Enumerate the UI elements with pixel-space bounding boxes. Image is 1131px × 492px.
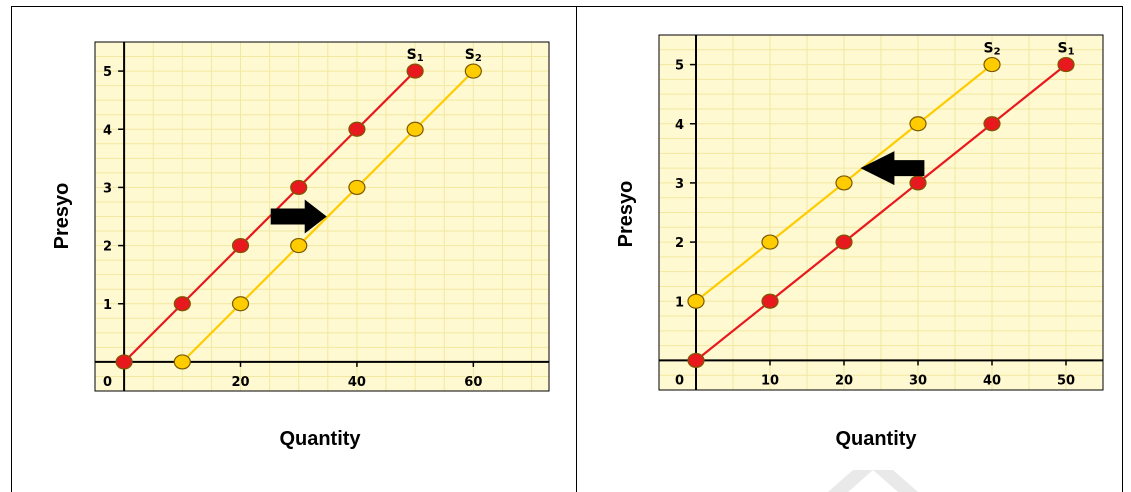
- data-point-s1: [909, 175, 927, 191]
- x-axis-title: Quantity: [279, 428, 361, 450]
- x-tick-label: 10: [761, 373, 779, 388]
- series-label-s2: S2: [465, 47, 482, 64]
- plot-border: [94, 41, 550, 392]
- panel-divider: [576, 6, 577, 492]
- data-point-s1: [983, 116, 1001, 132]
- data-point-s1: [115, 354, 133, 370]
- y-tick-label: 3: [103, 181, 112, 196]
- data-point-s2: [761, 234, 779, 250]
- series-line-s1: [123, 70, 416, 363]
- y-axis-title: Presyo: [615, 181, 637, 248]
- origin-label: 0: [675, 373, 684, 388]
- y-axis-title: Presyo: [51, 183, 73, 250]
- y-tick-label: 1: [103, 298, 112, 313]
- y-tick-label: 2: [103, 240, 112, 255]
- data-point-s1: [173, 296, 191, 312]
- shift-arrow: [860, 151, 925, 186]
- watermark-mark: [808, 470, 938, 492]
- data-point-s1: [1057, 56, 1075, 73]
- shift-arrow: [270, 199, 327, 234]
- data-point-s2: [290, 237, 308, 254]
- y-tick-label: 4: [103, 123, 112, 138]
- data-point-s2: [983, 56, 1001, 73]
- x-tick-label: 20: [231, 375, 249, 390]
- data-point-s2: [464, 63, 482, 79]
- data-point-s1: [231, 237, 250, 254]
- data-point-s2: [406, 121, 424, 137]
- x-tick-label: 40: [983, 373, 1001, 388]
- series-line-s1: [695, 63, 1067, 362]
- supply-shift-right-chart: 1 2 3 4 5 20 40 60 0 S2 S1 Presyo Quantity: [51, 41, 550, 450]
- data-point-s2: [909, 116, 927, 132]
- data-point-s1: [348, 121, 366, 137]
- data-point-s1: [835, 234, 853, 250]
- x-tick-label: 40: [348, 375, 366, 390]
- x-axis-title: Quantity: [835, 428, 917, 450]
- figure-frame: [11, 6, 1123, 492]
- data-point-s1: [290, 179, 308, 196]
- y-tick-label: 5: [103, 65, 112, 80]
- y-tick-label: 2: [675, 236, 684, 251]
- plot-border: [658, 34, 1104, 391]
- x-tick-label: 60: [464, 375, 482, 390]
- y-tick-label: 5: [675, 59, 684, 74]
- x-tick-label: 50: [1057, 373, 1075, 388]
- data-point-s1: [687, 352, 705, 369]
- series-line-s2: [181, 70, 475, 363]
- data-point-s2: [687, 293, 705, 309]
- series-label-s1: S1: [1057, 41, 1074, 58]
- data-point-s2: [348, 179, 366, 196]
- data-point-s1: [406, 63, 424, 79]
- origin-label: 0: [103, 375, 112, 390]
- data-point-s2: [231, 296, 250, 312]
- y-tick-label: 4: [675, 118, 684, 133]
- x-tick-label: 30: [909, 373, 927, 388]
- x-tick-label: 20: [835, 373, 853, 388]
- series-label-s1: S1: [407, 47, 424, 64]
- data-point-s2: [173, 354, 191, 370]
- data-point-s1: [761, 293, 779, 309]
- y-tick-label: 1: [675, 295, 684, 310]
- y-tick-label: 3: [675, 177, 684, 192]
- data-point-s2: [835, 175, 853, 191]
- series-label-s2: S2: [983, 41, 1000, 58]
